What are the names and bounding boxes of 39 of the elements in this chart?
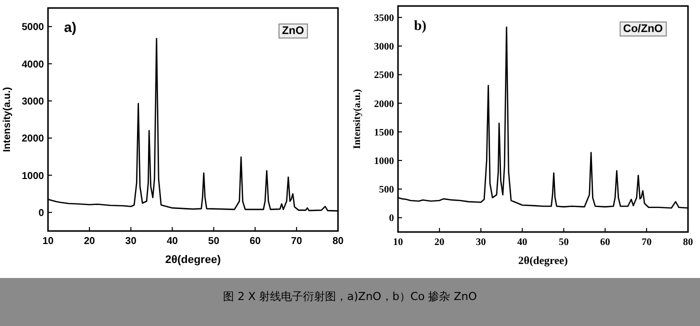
x-axis-title: 2θ(degree) — [518, 255, 568, 267]
y-tick-label: 3500 — [374, 12, 394, 24]
annotation: b) — [414, 19, 427, 34]
x-tick-label: 30 — [476, 237, 486, 248]
x-tick-label: 20 — [84, 236, 96, 247]
x-tick-label: 10 — [42, 236, 54, 247]
y-tick-label: 1500 — [374, 127, 394, 138]
annotation: ZnO — [282, 25, 304, 37]
y-tick-label: 1000 — [22, 170, 44, 182]
annotation: Co/ZnO — [623, 23, 664, 35]
x-tick-label: 70 — [642, 237, 652, 248]
y-tick-label: 2000 — [22, 134, 44, 145]
x-tick-label: 80 — [332, 236, 344, 247]
y-tick-label: 0 — [38, 208, 44, 219]
y-tick-label: 1000 — [374, 156, 394, 167]
x-tick-label: 20 — [434, 237, 444, 248]
x-tick-label: 60 — [250, 236, 262, 247]
x-tick-label: 40 — [166, 236, 178, 247]
y-tick-label: 2500 — [374, 70, 394, 82]
x-tick-label: 50 — [208, 236, 220, 247]
x-axis-title: 2θ(degree) — [165, 254, 222, 266]
x-tick-label: 80 — [683, 237, 693, 248]
x-tick-label: 70 — [291, 236, 303, 247]
y-tick-label: 4000 — [22, 59, 44, 70]
x-tick-label: 30 — [125, 236, 137, 247]
y-tick-label: 3000 — [374, 42, 394, 53]
x-tick-label: 50 — [558, 237, 569, 248]
annotation: a) — [64, 19, 76, 35]
y-tick-label: 2000 — [374, 98, 394, 110]
y-axis-title: Intensity(a.u.) — [2, 86, 13, 152]
y-tick-label: 500 — [379, 184, 394, 196]
y-axis-title: Intensity(a.u.) — [352, 88, 363, 150]
y-tick-label: 5000 — [22, 22, 44, 34]
x-tick-label: 10 — [393, 237, 403, 248]
x-tick-label: 40 — [517, 237, 528, 248]
x-tick-label: 60 — [600, 237, 610, 248]
y-tick-label: 0 — [389, 213, 394, 224]
y-tick-label: 3000 — [22, 96, 44, 108]
caption: 图 2 X 射线电子衍射图，a)ZnO，b）Co 掺杂 ZnO — [223, 290, 478, 303]
